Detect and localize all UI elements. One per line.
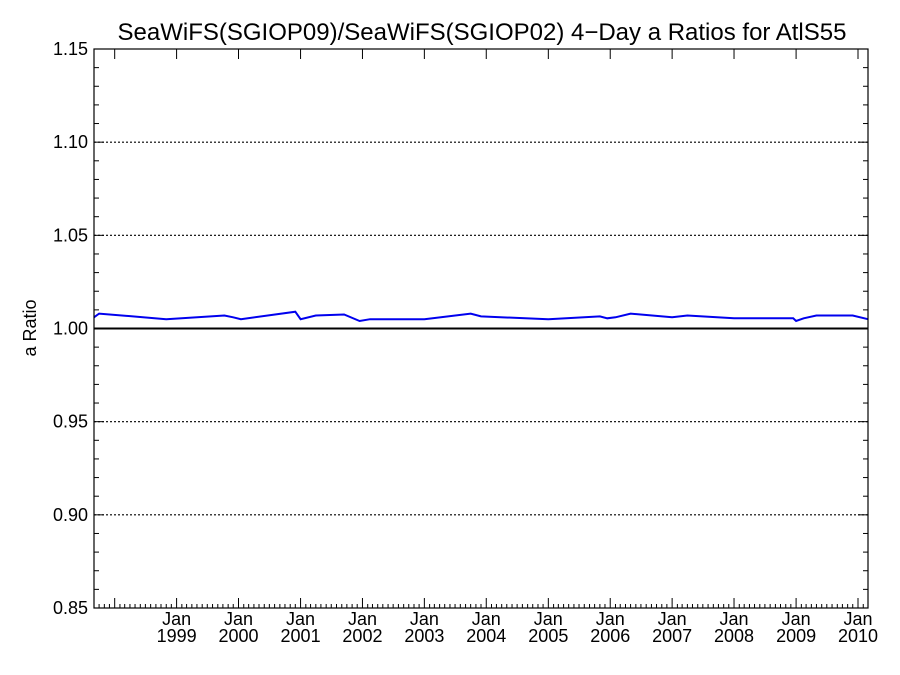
x-tick-label-year: 1999 [157,626,197,646]
x-tick-label-year: 2005 [528,626,568,646]
y-tick-label: 1.15 [53,39,88,59]
y-tick-label: 1.00 [53,319,88,339]
chart-title: SeaWiFS(SGIOP09)/SeaWiFS(SGIOP02) 4−Day … [118,19,847,46]
tick-labels: 0.850.900.951.001.051.101.15Jan1999Jan20… [53,39,878,646]
x-tick-label-year: 2009 [776,626,816,646]
y-tick-label: 1.05 [53,225,88,245]
gridlines [94,141,868,516]
y-tick-label: 0.85 [53,598,88,618]
axes [93,48,869,609]
y-axis-label: a Ratio [20,299,40,356]
x-tick-label-year: 2006 [590,626,630,646]
x-tick-label-month: Jan [162,609,191,629]
x-tick-label-month: Jan [286,609,315,629]
y-tick-label: 0.95 [53,412,88,432]
x-tick-label-year: 2010 [838,626,878,646]
series-group [93,310,869,323]
x-tick-label-month: Jan [782,609,811,629]
x-tick-label-year: 2002 [342,626,382,646]
x-tick-label-month: Jan [596,609,625,629]
x-tick-label-year: 2000 [218,626,258,646]
x-tick-label-month: Jan [348,609,377,629]
x-tick-label-month: Jan [472,609,501,629]
y-tick-label: 1.10 [53,132,88,152]
x-tick-label-month: Jan [720,609,749,629]
x-tick-label-month: Jan [224,609,253,629]
y-tick-label: 0.90 [53,505,88,525]
x-tick-label-month: Jan [534,609,563,629]
x-tick-label-year: 2008 [714,626,754,646]
x-tick-label-month: Jan [843,609,872,629]
x-tick-label-year: 2001 [281,626,321,646]
x-tick-label-year: 2004 [466,626,506,646]
x-tick-label-month: Jan [410,609,439,629]
x-tick-label-month: Jan [658,609,687,629]
series-line [93,310,869,323]
x-tick-label-year: 2007 [652,626,692,646]
x-tick-label-year: 2003 [404,626,444,646]
